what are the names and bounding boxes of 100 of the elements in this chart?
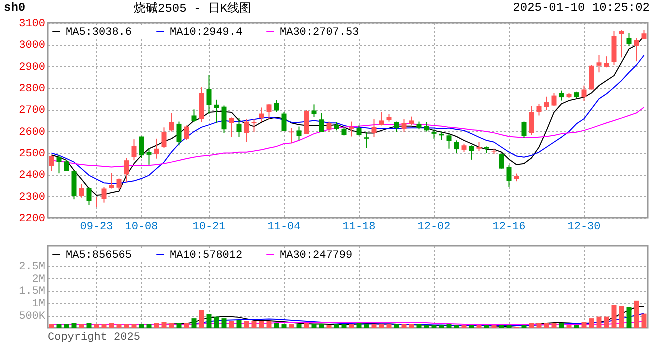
- y-tick-label: 2800: [19, 84, 46, 96]
- candlestick: [559, 90, 564, 102]
- bar: [446, 324, 452, 328]
- bar: [334, 324, 340, 328]
- candlestick: [49, 154, 54, 172]
- y-tick-label: 1.5M: [19, 286, 46, 298]
- candlestick: [372, 118, 377, 138]
- candlestick: [634, 38, 640, 62]
- candlestick: [499, 153, 504, 170]
- bar: [176, 323, 182, 328]
- bar: [386, 324, 392, 328]
- candlestick: [79, 184, 84, 198]
- candlestick: [544, 96, 550, 111]
- legend-label: MA10:2949.4: [170, 26, 244, 39]
- bar: [379, 324, 384, 328]
- y-tick-label: 1M: [32, 298, 46, 311]
- candlestick: [626, 32, 632, 46]
- bar: [274, 323, 280, 328]
- candlestick: [319, 112, 324, 133]
- bar: [184, 323, 190, 328]
- bar: [79, 324, 84, 328]
- bar: [619, 306, 624, 328]
- x-tick-label: 10-21: [192, 222, 226, 234]
- y-tick-label: 2300: [19, 192, 46, 204]
- chart-title: 烧碱2505 - 日K线图: [134, 0, 253, 16]
- bar: [214, 316, 220, 328]
- y-tick-label: 500K: [19, 311, 46, 324]
- candlestick: [582, 85, 587, 102]
- candlestick: [506, 165, 512, 188]
- candlestick: [206, 74, 212, 114]
- candlestick: [56, 154, 62, 174]
- bar: [596, 316, 602, 328]
- bar: [626, 307, 632, 328]
- bar: [56, 324, 62, 328]
- candlestick: [454, 140, 460, 154]
- candlestick: [522, 121, 527, 139]
- candlestick: [432, 129, 437, 140]
- x-tick-label: 11-18: [342, 222, 376, 234]
- bar: [289, 324, 294, 328]
- candlestick: [116, 178, 122, 190]
- bar: [589, 318, 594, 328]
- bar: [349, 324, 354, 328]
- bar: [529, 323, 534, 328]
- candlestick: [296, 126, 302, 142]
- candlestick: [364, 132, 370, 149]
- candlestick: [446, 133, 452, 150]
- bar: [222, 318, 227, 328]
- y-tick-label: 2400: [19, 170, 46, 182]
- candlestick: [214, 99, 220, 124]
- bar: [604, 316, 610, 328]
- x-tick-label: 10-08: [125, 222, 158, 234]
- bar: [94, 324, 100, 328]
- candlestick: [596, 54, 602, 74]
- candlestick: [469, 145, 474, 160]
- y-tick-label: 2700: [19, 105, 46, 118]
- legend-label: MA5:856565: [66, 250, 132, 262]
- candlestick: [552, 92, 557, 107]
- bar: [536, 323, 542, 328]
- x-tick-label: 12-30: [568, 222, 601, 234]
- bar: [416, 324, 422, 328]
- candlestick: [326, 121, 332, 133]
- text: sh0: [4, 1, 27, 15]
- candlestick: [229, 117, 234, 138]
- bar: [49, 324, 54, 328]
- bar: [544, 323, 550, 328]
- bar: [394, 324, 400, 328]
- candlestick: [244, 118, 250, 143]
- bar: [282, 324, 287, 328]
- x-tick-label: 09-23: [80, 222, 114, 234]
- candlestick: [236, 118, 242, 138]
- bar: [139, 324, 144, 328]
- bar: [372, 324, 377, 328]
- bar: [116, 324, 122, 328]
- bar: [342, 324, 347, 328]
- candlestick: [619, 30, 624, 58]
- candlestick: [139, 136, 144, 159]
- candlestick: [252, 118, 257, 133]
- candlestick: [86, 187, 92, 206]
- candlestick: [169, 112, 174, 132]
- bar: [102, 324, 107, 328]
- candlestick: [349, 121, 354, 138]
- bar: [72, 323, 77, 328]
- candlestick: [222, 105, 227, 134]
- bar: [409, 324, 414, 328]
- candlestick: [379, 112, 384, 126]
- bar: [229, 321, 234, 328]
- y-tick-label: 2.5M: [19, 261, 46, 274]
- bar: [252, 321, 257, 328]
- bar: [559, 323, 564, 328]
- candlestick: [604, 56, 610, 68]
- x-tick-label: 11-04: [268, 222, 302, 234]
- candlestick: [394, 121, 400, 133]
- candlestick: [304, 110, 310, 135]
- candlestick: [402, 118, 407, 133]
- y-tick-label: 2600: [19, 126, 46, 139]
- bar: [402, 324, 407, 328]
- candlestick: [94, 196, 100, 208]
- legend-label: MA5:3038.6: [66, 26, 132, 39]
- candlestick: [124, 158, 130, 183]
- candlestick: [146, 148, 152, 166]
